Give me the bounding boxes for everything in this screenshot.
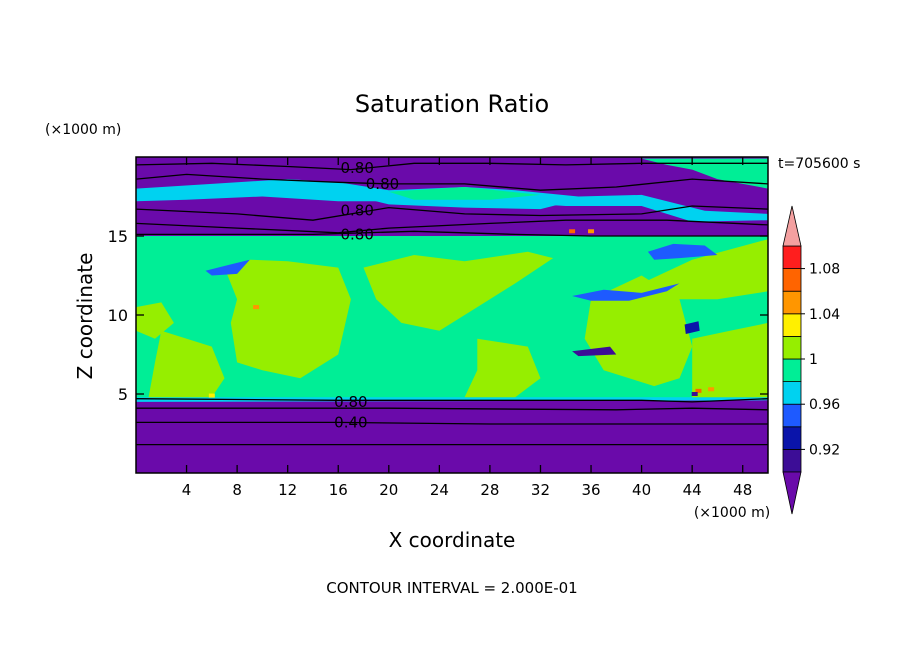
chart-title: Saturation Ratio: [355, 90, 549, 118]
colorbar-band: [782, 290, 802, 315]
field-supersat-right: [584, 275, 693, 387]
plot-area: [136, 157, 768, 473]
field-supersat-center: [464, 338, 541, 398]
colorbar-band: [782, 335, 802, 360]
field-supersat-far-right: [692, 322, 768, 398]
y-unit-label: (×1000 m): [45, 122, 121, 138]
field-supersat-upper-right: [641, 239, 768, 300]
field-speck-4: [695, 388, 702, 393]
field-dry-cloud-14km: [647, 243, 718, 260]
contour-line-5: [136, 230, 768, 237]
colorbar-tick-label: 0.92: [809, 442, 840, 458]
colorbar-tick-label: 0.96: [809, 397, 840, 413]
x-tick-label: 24: [430, 481, 449, 499]
colorbar: 0.92 0.96 1 1.04 1.08: [782, 205, 840, 515]
colorbar-band: [782, 426, 802, 450]
field-supersat-mid-left: [148, 330, 225, 398]
y-axis-label: Z coordinate: [73, 253, 97, 380]
colorbar-max-arrow: [782, 205, 802, 247]
x-tick-label: 4: [182, 481, 192, 499]
contour-label: 0.80: [340, 159, 373, 177]
contour-labels: 0.800.800.800.800.800.40: [334, 159, 399, 431]
colorbar-tick-label: 1: [809, 352, 818, 368]
contour-label: 0.80: [340, 202, 373, 220]
field-dry-cloud-13km: [205, 259, 250, 276]
field-supersat-upper-left: [136, 302, 174, 339]
field-green-top-band: [388, 187, 541, 200]
field-supersat-left: [224, 259, 351, 379]
contour-label: 0.80: [340, 225, 373, 243]
colorbar-band: [782, 448, 802, 473]
contour-label: 0.40: [334, 413, 367, 431]
field-speck-3: [588, 229, 595, 234]
field-lower-dry-layer: [136, 397, 768, 473]
field-supersat-mid: [363, 251, 554, 331]
x-tick-label: 44: [683, 481, 702, 499]
x-tick-label: 20: [379, 481, 398, 499]
colorbar-band: [782, 268, 802, 292]
field-speck-2: [569, 229, 576, 234]
x-tick-label: 40: [632, 481, 651, 499]
x-tick-label: 48: [733, 481, 752, 499]
contour-line-3: [135, 205, 769, 221]
contour-line-6: [135, 398, 769, 403]
field-speck-7: [691, 392, 698, 396]
contour-label: 0.80: [334, 393, 367, 411]
x-unit-label: (×1000 m): [694, 505, 770, 521]
y-tick-label: 15: [108, 227, 128, 246]
y-tick-label: 10: [108, 306, 128, 325]
field-speck-1: [253, 305, 260, 310]
colorbar-band: [782, 381, 802, 405]
time-label: t=705600 s: [778, 156, 860, 172]
field-dry-cloud-12km: [572, 283, 680, 301]
colorbar-min-arrow: [782, 471, 802, 515]
colorbar-tick-label: 1.04: [809, 307, 840, 323]
field-green-top-right: [641, 158, 768, 189]
field-speck-6: [208, 393, 215, 398]
y-tick-label: 5: [118, 385, 128, 404]
contour-interval-footer: CONTOUR INTERVAL = 2.000E-01: [326, 579, 577, 597]
x-axis-ticks: 4 8 12 16 20 24 28 32 36 40 44 48: [182, 157, 752, 499]
x-tick-label: 8: [232, 481, 242, 499]
x-tick-label: 32: [531, 481, 550, 499]
field-speck-5: [708, 387, 715, 392]
x-tick-label: 16: [329, 481, 348, 499]
x-tick-label: 12: [278, 481, 297, 499]
contour-line-2: [135, 173, 769, 191]
contour-line-7: [136, 407, 769, 411]
colorbar-tick-label: 1.08: [809, 262, 840, 278]
field-dry-cloud-7km: [572, 346, 617, 357]
x-tick-label: 28: [480, 481, 499, 499]
colorbar-band: [782, 245, 802, 270]
y-axis-ticks: 5 10 15: [108, 227, 768, 404]
contour-label: 0.80: [366, 175, 399, 193]
field-dry-cloud-9km: [684, 321, 700, 334]
contour-line-8: [136, 421, 768, 425]
colorbar-band: [782, 358, 802, 383]
x-axis-label: X coordinate: [389, 528, 516, 552]
contour-line-4: [135, 219, 769, 234]
colorbar-band: [782, 403, 802, 428]
colorbar-band: [782, 313, 802, 337]
x-tick-label: 36: [581, 481, 600, 499]
